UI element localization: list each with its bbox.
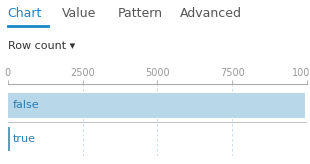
Bar (8, 93, 304, 118)
Text: Row count ▾: Row count ▾ (8, 41, 75, 51)
Bar (8, 127, 10, 151)
Text: Pattern: Pattern (118, 7, 163, 20)
Text: true: true (12, 134, 35, 144)
Text: Advanced: Advanced (180, 7, 242, 20)
Text: Chart: Chart (8, 7, 42, 20)
Text: Value: Value (62, 7, 96, 20)
Bar (8, 127, 10, 151)
Text: false: false (12, 101, 39, 111)
